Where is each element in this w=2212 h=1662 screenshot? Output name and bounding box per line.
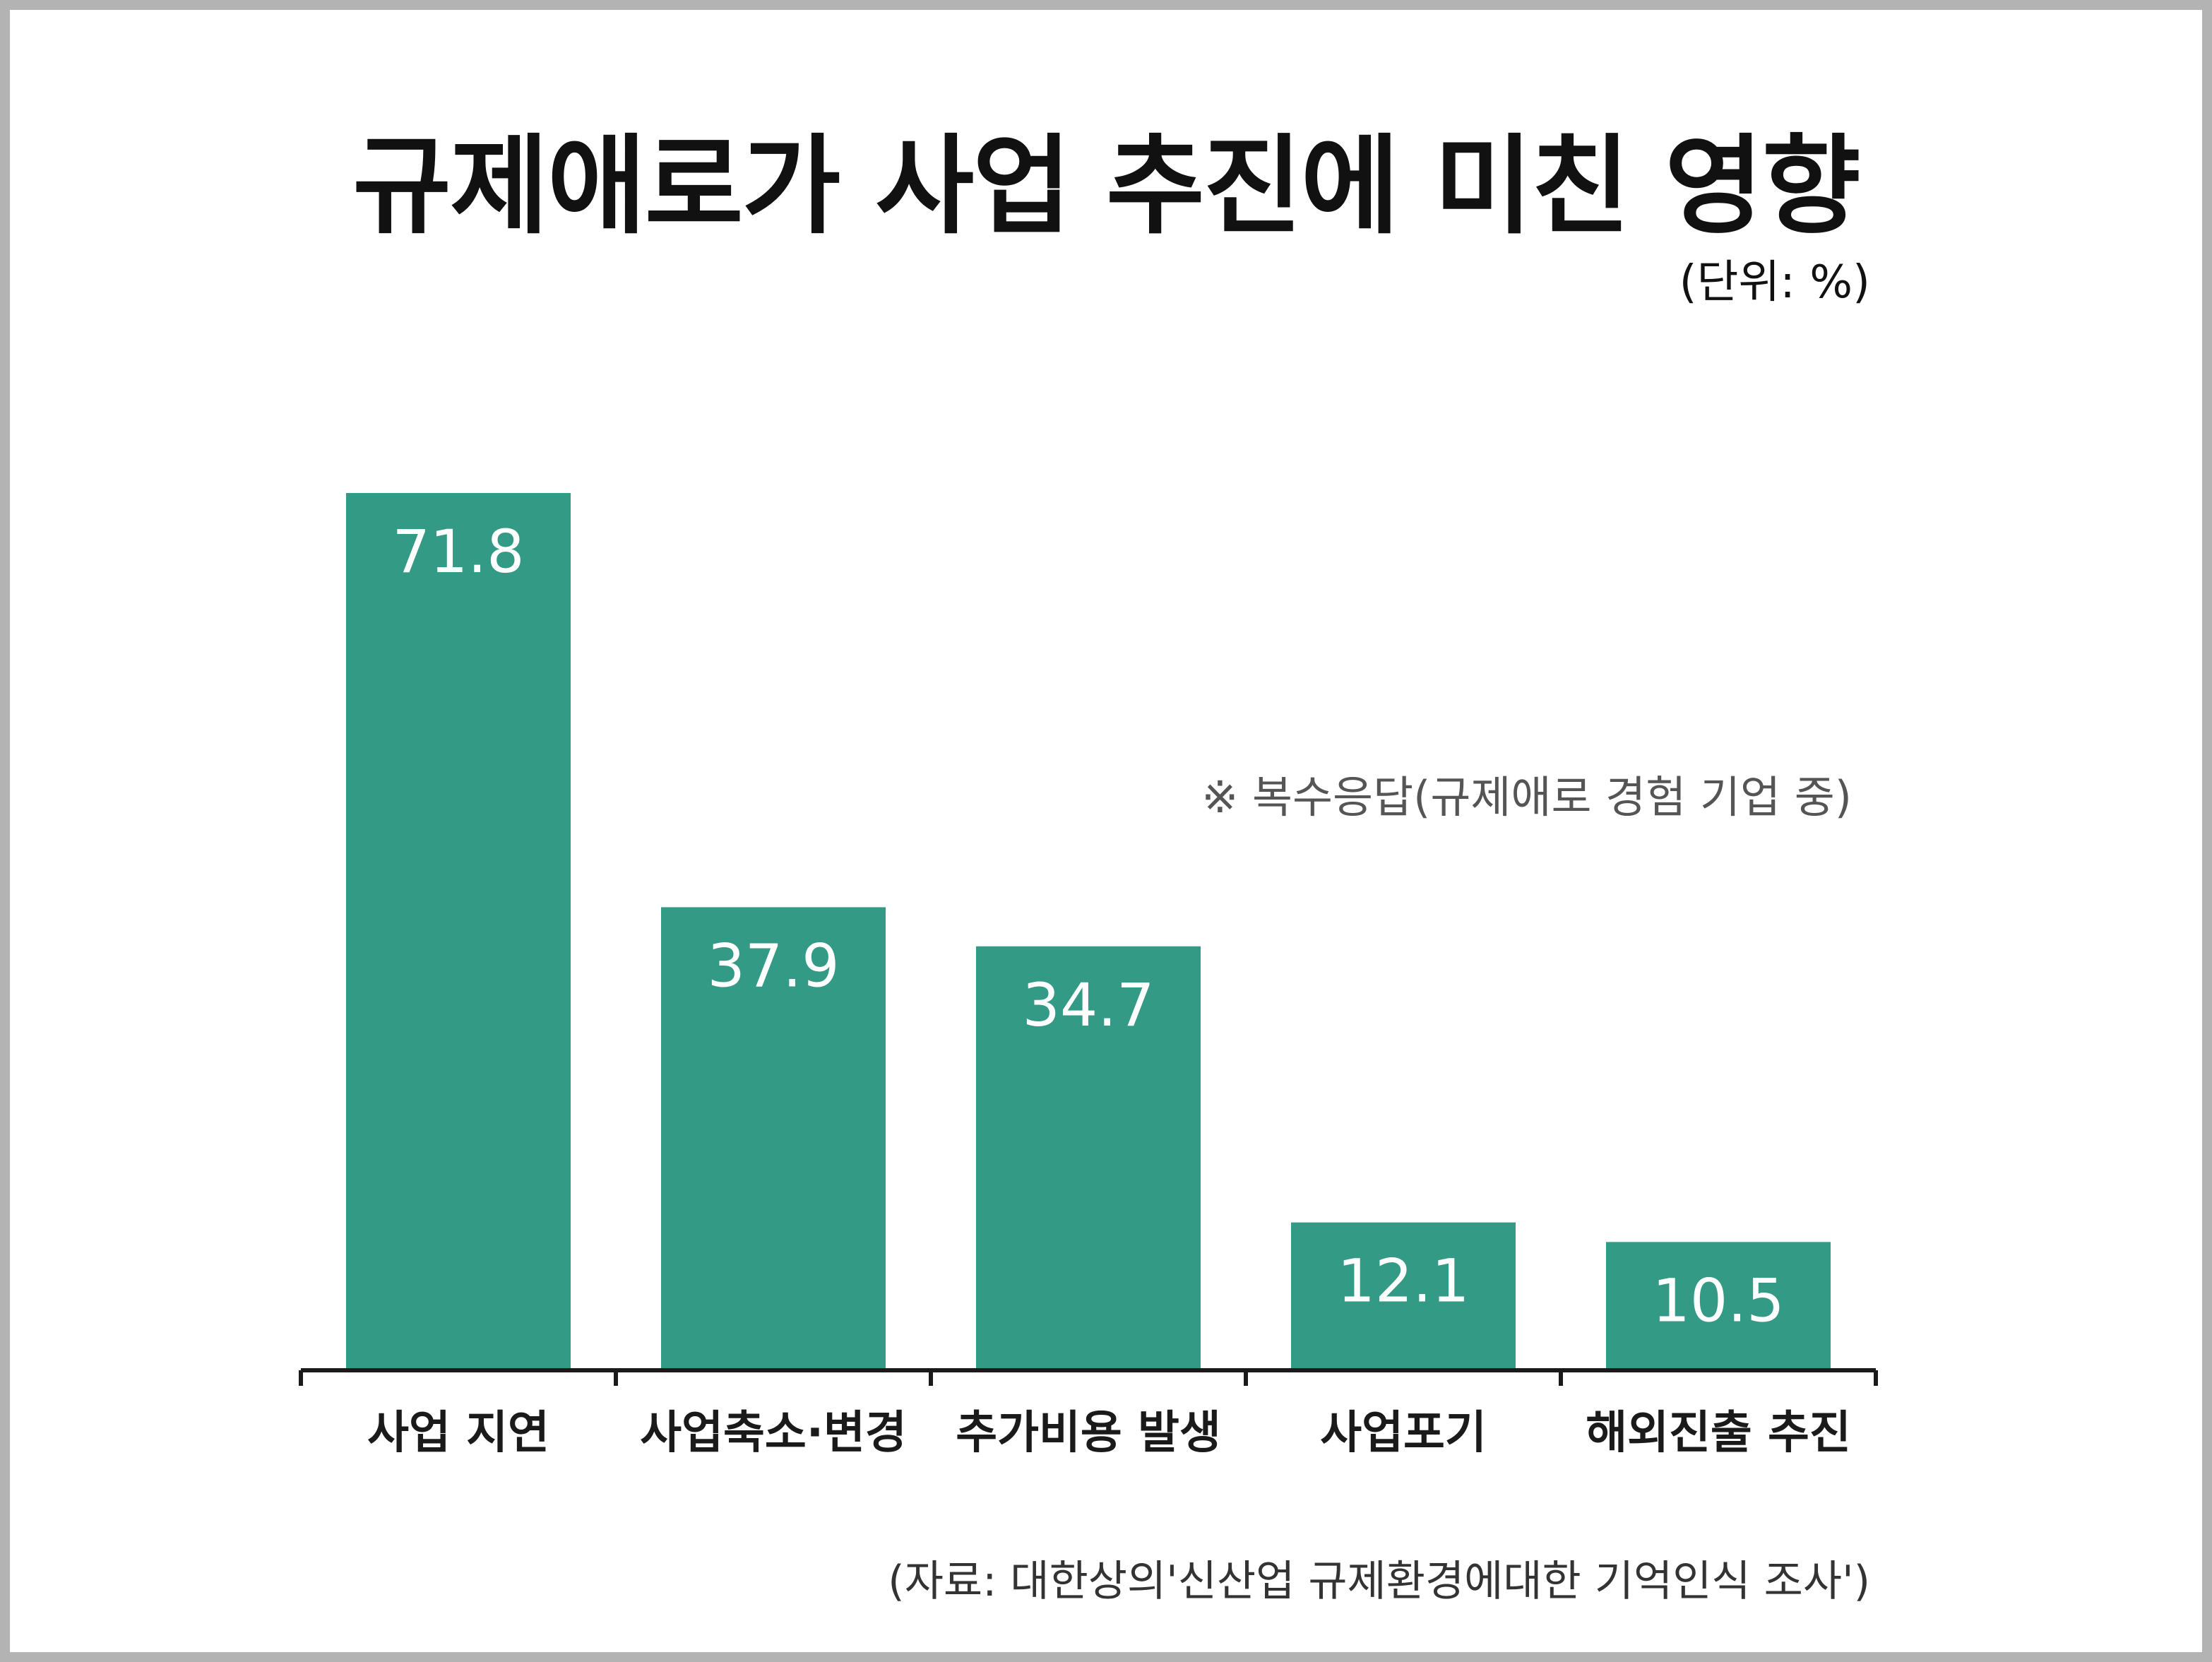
bar-value-label-3: 12.1 [1337,1247,1469,1316]
chart-title: 규제애로가 사업 추진에 미친 영향 [352,124,1860,249]
bar-value-label-1: 37.9 [707,931,839,1000]
bars-group: 71.8 37.9 34.7 12.1 10.5 [346,493,1831,1370]
bar-value-label-4: 10.5 [1652,1266,1784,1335]
source-label: (자료: 대한상의'신산업 규제환경에대한 기억인식 조사') [888,1557,1870,1606]
category-labels: 사업 지연 사업축소·변경 추가비용 발생 사업포기 해외진출 추진 [367,1407,1851,1459]
bar-2 [976,946,1201,1370]
category-label-2: 추가비용 발생 [956,1407,1221,1459]
bar-value-label-0: 71.8 [392,517,524,586]
bar-value-label-2: 34.7 [1022,971,1154,1040]
bar-1 [661,907,886,1370]
bar-3 [1291,1222,1516,1370]
note-label: ※ 복수응답(규제애로 경험 기업 중) [1201,771,1852,823]
bar-0 [346,493,571,1370]
category-label-4: 해외진출 추진 [1586,1407,1851,1459]
category-label-1: 사업축소·변경 [640,1407,907,1459]
bar-4 [1606,1242,1831,1370]
category-label-3: 사업포기 [1320,1407,1487,1459]
category-label-0: 사업 지연 [367,1407,549,1459]
x-axis [299,1368,1878,1386]
unit-label: (단위: %) [1679,256,1870,309]
